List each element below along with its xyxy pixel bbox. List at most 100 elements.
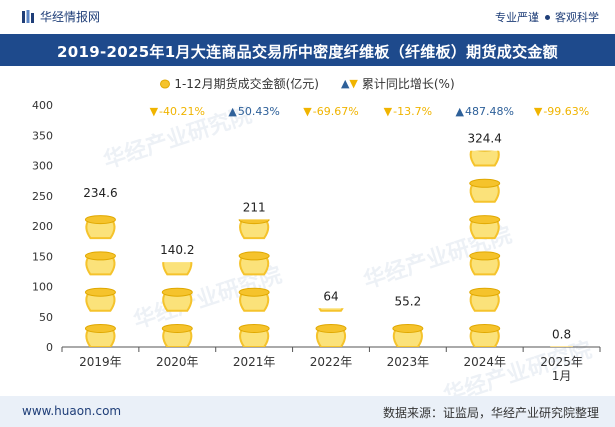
coin-pot <box>318 308 344 312</box>
coin-rim <box>316 252 346 260</box>
coin-pot <box>550 346 574 347</box>
coin-pot <box>469 255 500 276</box>
data-label: 324.4 <box>468 132 502 146</box>
coin-rim <box>238 251 270 261</box>
coin-stack-clip <box>84 215 116 347</box>
y-tick-label: 400 <box>32 99 53 112</box>
coin-stack-clip <box>315 252 347 347</box>
bar-coin-stack[interactable] <box>84 179 116 347</box>
y-tick-label: 350 <box>32 129 53 142</box>
coin-stack-clip <box>161 221 193 347</box>
coin-rim <box>84 215 116 225</box>
legend: 1-12月期货成交金额(亿元) ▲▼ 累计同比增长(%) <box>0 75 615 92</box>
coin-pot <box>239 328 270 347</box>
coin-pot <box>239 219 270 240</box>
up-arrow-icon: ▲ <box>228 105 237 118</box>
coin-rim <box>238 219 270 225</box>
coin-pot <box>85 219 116 240</box>
data-label: 0.8 <box>552 328 571 342</box>
slogan-right: 客观科学 <box>555 11 599 24</box>
legend-item-amount[interactable]: 1-12月期货成交金额(亿元) <box>160 75 319 92</box>
data-label: 211 <box>243 200 266 214</box>
coin-pot <box>239 292 270 312</box>
y-tick-label: 0 <box>46 341 53 354</box>
legend-amount-label: 1-12月期货成交金额(亿元) <box>174 77 319 91</box>
down-arrow-icon: ▼ <box>533 105 543 118</box>
coin-rim <box>238 287 270 297</box>
data-label: 55.2 <box>394 295 421 309</box>
chart-area: 0 50 100 150 200 250 300 350 400 2019年 2020年 2021年 2… <box>32 99 601 383</box>
coin-rim <box>469 178 501 188</box>
coin-pot <box>162 292 193 312</box>
x-tick-label: 2023年 <box>387 355 430 369</box>
coin-pot <box>85 292 116 312</box>
coin-pot <box>317 257 345 275</box>
coin-legend-icon <box>160 79 171 88</box>
up-down-arrow-icon: ▲▼ <box>340 77 358 90</box>
coin-pot <box>547 293 575 311</box>
coin-pot <box>162 328 193 347</box>
coin-pot <box>392 328 423 348</box>
coin-pot <box>469 183 500 203</box>
footer-source: 数据来源：证监局，华经产业研究院整理 <box>382 406 599 420</box>
bar-coin-stack[interactable] <box>161 216 193 347</box>
y-tick-label: 200 <box>32 220 53 233</box>
top-bar: 华经情报网 专业严谨 客观科学 <box>0 0 615 34</box>
bar-coin-stack[interactable] <box>392 288 424 348</box>
x-tick-label: 2020年 <box>156 355 199 369</box>
y-tick-label: 150 <box>32 250 53 263</box>
x-tick-label: 2022年 <box>310 355 353 369</box>
x-tick-label: 2025年 <box>540 355 583 369</box>
coin-pot <box>469 150 500 167</box>
down-arrow-icon: ▼ <box>149 105 159 118</box>
growth-label: ▼-69.67% <box>303 105 358 118</box>
coin-pot <box>163 221 191 239</box>
bar-coin-stack[interactable] <box>238 179 270 347</box>
y-tick-label: 300 <box>32 160 53 173</box>
brand[interactable]: 华经情报网 <box>22 8 100 25</box>
chart-title: 2019-2025年1月大连商品交易所中密度纤维板（纤维板）期货成交金额 <box>57 43 558 61</box>
growth-value: -99.63% <box>543 105 590 118</box>
coin-pot <box>315 328 347 347</box>
growth-value: -69.67% <box>312 105 359 118</box>
coin-rim <box>315 323 347 333</box>
slogan: 专业严谨 客观科学 <box>495 9 599 25</box>
growth-value: 50.43% <box>237 105 280 118</box>
footer-site-link[interactable]: www.huaon.com <box>22 404 122 418</box>
coin-pot <box>85 328 116 347</box>
coin-rim <box>392 323 424 333</box>
down-arrow-icon: ▼ <box>383 105 393 118</box>
growth-value: 487.48% <box>464 105 514 118</box>
y-tick-label: 50 <box>39 311 53 324</box>
legend-growth-label: 累计同比增长(%) <box>361 77 455 91</box>
coin-rim <box>475 150 494 152</box>
legend-item-growth[interactable]: ▲▼ 累计同比增长(%) <box>341 75 455 92</box>
coin-pot <box>162 262 193 276</box>
coin-rim <box>84 251 116 261</box>
growth-label: ▲50.43% <box>228 105 279 118</box>
bar-coin-stack[interactable] <box>315 252 347 347</box>
coin-rim <box>469 287 501 297</box>
coin-rim <box>161 287 193 297</box>
data-label: 234.6 <box>83 186 117 200</box>
up-arrow-icon: ▲ <box>455 105 464 118</box>
footer: www.huaon.com 数据来源：证监局，华经产业研究院整理 <box>0 396 615 427</box>
bar-coin-stack[interactable] <box>469 107 501 347</box>
title-bar: 2019-2025年1月大连商品交易所中密度纤维板（纤维板）期货成交金额 <box>0 34 615 66</box>
y-tick-label: 100 <box>32 281 53 294</box>
coin-pot <box>239 255 270 276</box>
brand-name: 华经情报网 <box>40 10 101 24</box>
coin-rim <box>547 288 577 296</box>
growth-value: -40.21% <box>159 105 205 118</box>
slogan-left: 专业严谨 <box>495 11 539 24</box>
bullet-icon <box>545 15 550 20</box>
growth-label: ▼-40.21% <box>150 105 205 118</box>
coin-pot <box>85 255 116 276</box>
y-tick-label: 250 <box>32 190 53 203</box>
coin-rim <box>238 323 270 333</box>
growth-value: -13.7% <box>393 105 433 118</box>
growth-label: ▼-99.63% <box>534 105 589 118</box>
bar-coin-stack[interactable] <box>547 288 577 347</box>
down-arrow-icon: ▼ <box>303 105 312 118</box>
coin-pot <box>469 328 500 347</box>
